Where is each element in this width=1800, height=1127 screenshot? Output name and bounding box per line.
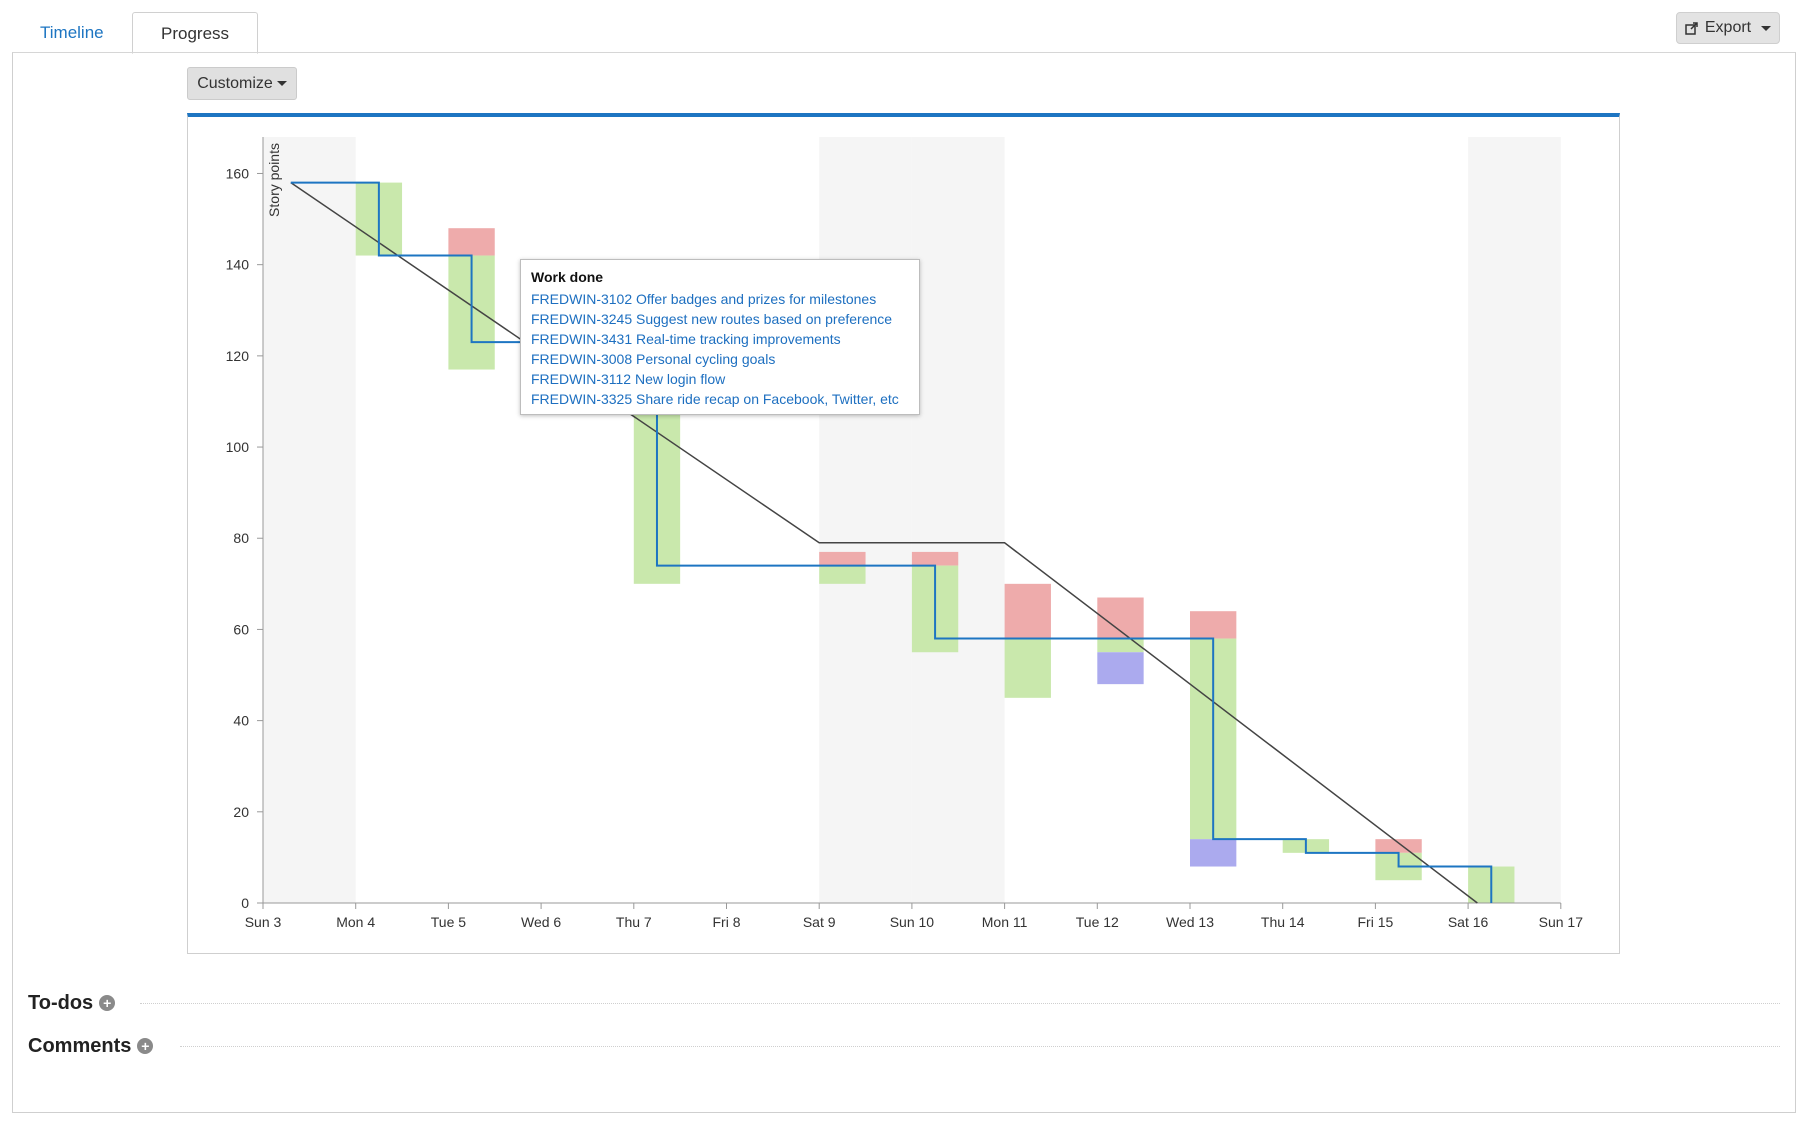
tooltip-issue-link[interactable]: FREDWIN-3112 New login flow	[531, 371, 726, 387]
x-tick-label: Tue 12	[1076, 914, 1119, 930]
x-tick-label: Wed 6	[521, 914, 561, 930]
y-tick-label: 20	[233, 804, 249, 820]
x-tick-label: Wed 13	[1166, 914, 1214, 930]
weekend-band	[1468, 137, 1561, 903]
bar-scope-added	[448, 228, 495, 256]
y-tick-label: 140	[226, 257, 250, 273]
x-tick-label: Thu 7	[616, 914, 652, 930]
x-tick-label: Sat 9	[803, 914, 836, 930]
export-label: Export	[1704, 19, 1752, 36]
share-icon	[1685, 22, 1698, 35]
customize-label: Customize	[197, 75, 273, 92]
bar-scope-added	[1190, 611, 1237, 639]
x-tick-label: Fri 8	[713, 914, 741, 930]
content-panel	[12, 52, 1796, 1113]
bar-work-done	[1097, 638, 1144, 653]
x-tick-label: Tue 5	[431, 914, 466, 930]
tooltip-issue-link[interactable]: FREDWIN-3008 Personal cycling goals	[531, 351, 776, 367]
tooltip-title: Work done	[531, 269, 604, 285]
y-tick-label: 60	[233, 621, 249, 637]
divider	[140, 1003, 1780, 1004]
x-tick-label: Sun 3	[245, 914, 282, 930]
export-button[interactable]: Export	[1676, 12, 1780, 44]
y-tick-label: 160	[226, 165, 250, 181]
todos-section-header: To-dos +	[28, 990, 116, 1016]
weekend-band	[263, 137, 356, 903]
y-tick-label: 0	[241, 895, 249, 911]
bar-scope-added	[819, 551, 866, 566]
bar-scope-added	[911, 551, 959, 566]
todos-heading: To-dos	[28, 991, 94, 1014]
remaining-work-line	[290, 181, 1493, 903]
x-tick-label: Sun 17	[1539, 914, 1584, 930]
y-tick-label: 100	[226, 439, 250, 455]
tooltip-issue-link[interactable]: FREDWIN-3245 Suggest new routes based on…	[531, 311, 893, 327]
y-tick-label: 120	[226, 348, 250, 364]
x-tick-label: Sun 10	[890, 914, 935, 930]
x-tick-label: Fri 15	[1358, 914, 1394, 930]
bar-scope-removed	[1190, 839, 1237, 867]
y-axis-label: Story points	[266, 143, 282, 217]
burndown-chart: 0 20 40 60 80 100 120 140 160 Sun 3 Mon 4 Tue 5 Wed …	[226, 137, 1584, 930]
chevron-down-icon	[276, 81, 287, 87]
add-todo-icon[interactable]: +	[99, 995, 116, 1011]
add-comment-icon[interactable]: +	[137, 1038, 154, 1054]
tooltip-issue-link[interactable]: FREDWIN-3325 Share ride recap on Faceboo…	[531, 391, 899, 407]
tab-timeline[interactable]: Timeline	[40, 23, 104, 42]
tooltip-issue-link[interactable]: FREDWIN-3431 Real-time tracking improvem…	[531, 331, 841, 347]
y-tick-label: 40	[233, 713, 249, 729]
x-tick-label: Sat 16	[1448, 914, 1489, 930]
x-tick-label: Mon 11	[982, 914, 1028, 930]
customize-button[interactable]: Customize	[187, 67, 297, 100]
bar-scope-added	[1004, 583, 1051, 639]
tooltip-issue-link[interactable]: FREDWIN-3102 Offer badges and prizes for…	[531, 291, 877, 307]
comments-section-header: Comments +	[28, 1033, 154, 1059]
bar-work-done	[1004, 638, 1051, 698]
bar-work-done	[819, 565, 866, 584]
y-tick-label: 80	[233, 530, 249, 546]
x-tick-label: Thu 14	[1261, 914, 1305, 930]
weekend-band	[911, 137, 1005, 903]
weekend-band	[819, 137, 912, 903]
bar-scope-removed	[1097, 652, 1144, 685]
divider	[180, 1046, 1780, 1047]
x-tick-label: Mon 4	[336, 914, 375, 930]
chevron-down-icon	[1761, 25, 1772, 31]
bar-scope-added	[1375, 839, 1422, 853]
tab-progress[interactable]: Progress	[132, 12, 259, 54]
comments-heading: Comments	[28, 1034, 132, 1057]
work-done-tooltip: Work done FREDWIN-3102 Offer badges and …	[520, 259, 920, 415]
